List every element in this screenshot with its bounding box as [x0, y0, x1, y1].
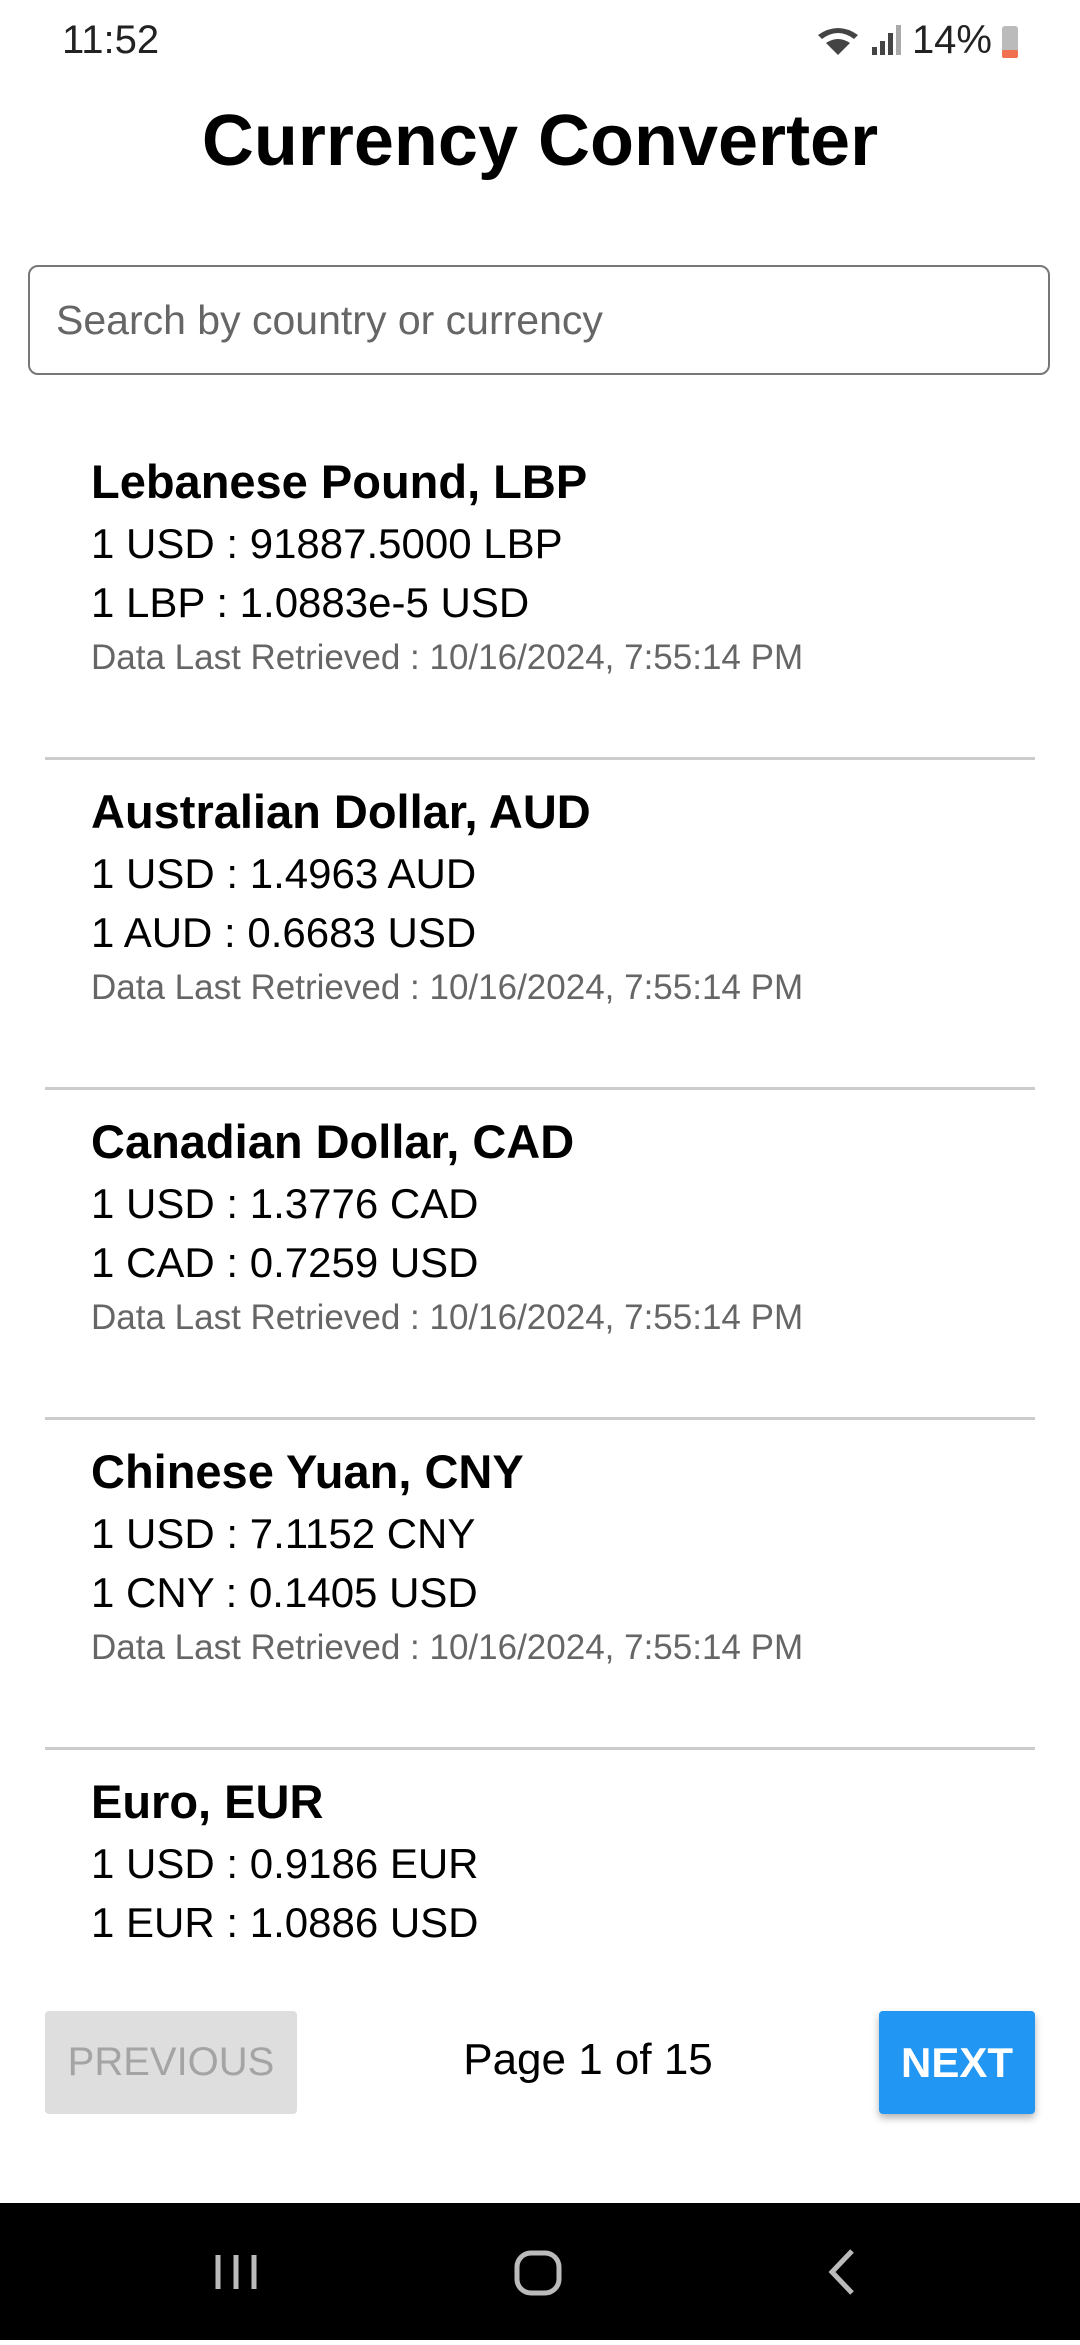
search-input[interactable]: Search by country or currency [28, 265, 1050, 375]
status-time: 11:52 [62, 18, 160, 62]
currency-list: Lebanese Pound, LBP 1 USD : 91887.5000 LB… [0, 430, 1080, 1963]
currency-item[interactable]: Australian Dollar, AUD 1 USD : 1.4963 AUD… [45, 760, 1035, 1090]
exchange-rate: 1 USD : 1.3776 CAD [91, 1180, 479, 1227]
exchange-rate: 1 USD : 0.9186 EUR [91, 1840, 479, 1887]
previous-button[interactable]: PREVIOUS [45, 2011, 297, 2114]
retrieved-time: Data Last Retrieved : 10/16/2024, 7:55:1… [91, 638, 804, 677]
status-icons: 14% [814, 18, 1020, 63]
inverse-rate: 1 EUR : 1.0886 USD [91, 1899, 479, 1946]
inverse-rate: 1 CAD : 0.7259 USD [91, 1239, 479, 1286]
exchange-rate: 1 USD : 7.1152 CNY [91, 1510, 476, 1557]
currency-item[interactable]: Euro, EUR 1 USD : 0.9186 EUR 1 EUR : 1.088… [45, 1750, 1035, 1963]
inverse-rate: 1 LBP : 1.0883e-5 USD [91, 579, 530, 626]
currency-item[interactable]: Canadian Dollar, CAD 1 USD : 1.3776 CAD 1 … [45, 1090, 1035, 1420]
exchange-rate: 1 USD : 1.4963 AUD [91, 850, 477, 897]
retrieved-time: Data Last Retrieved : 10/16/2024, 7:55:1… [91, 968, 804, 1007]
retrieved-time: Data Last Retrieved : 10/16/2024, 7:55:1… [91, 1298, 804, 1337]
inverse-rate: 1 AUD : 0.6683 USD [91, 909, 477, 956]
page-indicator: Page 1 of 15 [463, 2035, 713, 2084]
currency-name: Euro, EUR [91, 1775, 324, 1828]
currency-name: Chinese Yuan, CNY [91, 1445, 524, 1498]
currency-name: Australian Dollar, AUD [91, 785, 591, 838]
battery-icon [1002, 25, 1018, 58]
currency-item[interactable]: Chinese Yuan, CNY 1 USD : 7.1152 CNY 1 CNY… [45, 1420, 1035, 1750]
retrieved-time: Data Last Retrieved : 10/16/2024, 7:55:1… [91, 1628, 804, 1667]
app-title: Currency Converter [201, 101, 879, 181]
inverse-rate: 1 CNY : 0.1405 USD [91, 1569, 478, 1616]
next-button[interactable]: NEXT [879, 2011, 1035, 2114]
currency-name: Canadian Dollar, CAD [91, 1115, 575, 1168]
battery-text: 14% [911, 18, 992, 62]
nav-icons [215, 2249, 854, 2296]
currency-name: Lebanese Pound, LBP [91, 455, 588, 508]
exchange-rate: 1 USD : 91887.5000 LBP [91, 520, 563, 567]
retrieved-time: Data Last Retrieved : 10/16/2024, 7:55:1… [91, 1958, 803, 1963]
currency-item[interactable]: Lebanese Pound, LBP 1 USD : 91887.5000 LB… [45, 430, 1035, 760]
signal-icons [817, 24, 901, 55]
navigation-bar [0, 2203, 1080, 2340]
